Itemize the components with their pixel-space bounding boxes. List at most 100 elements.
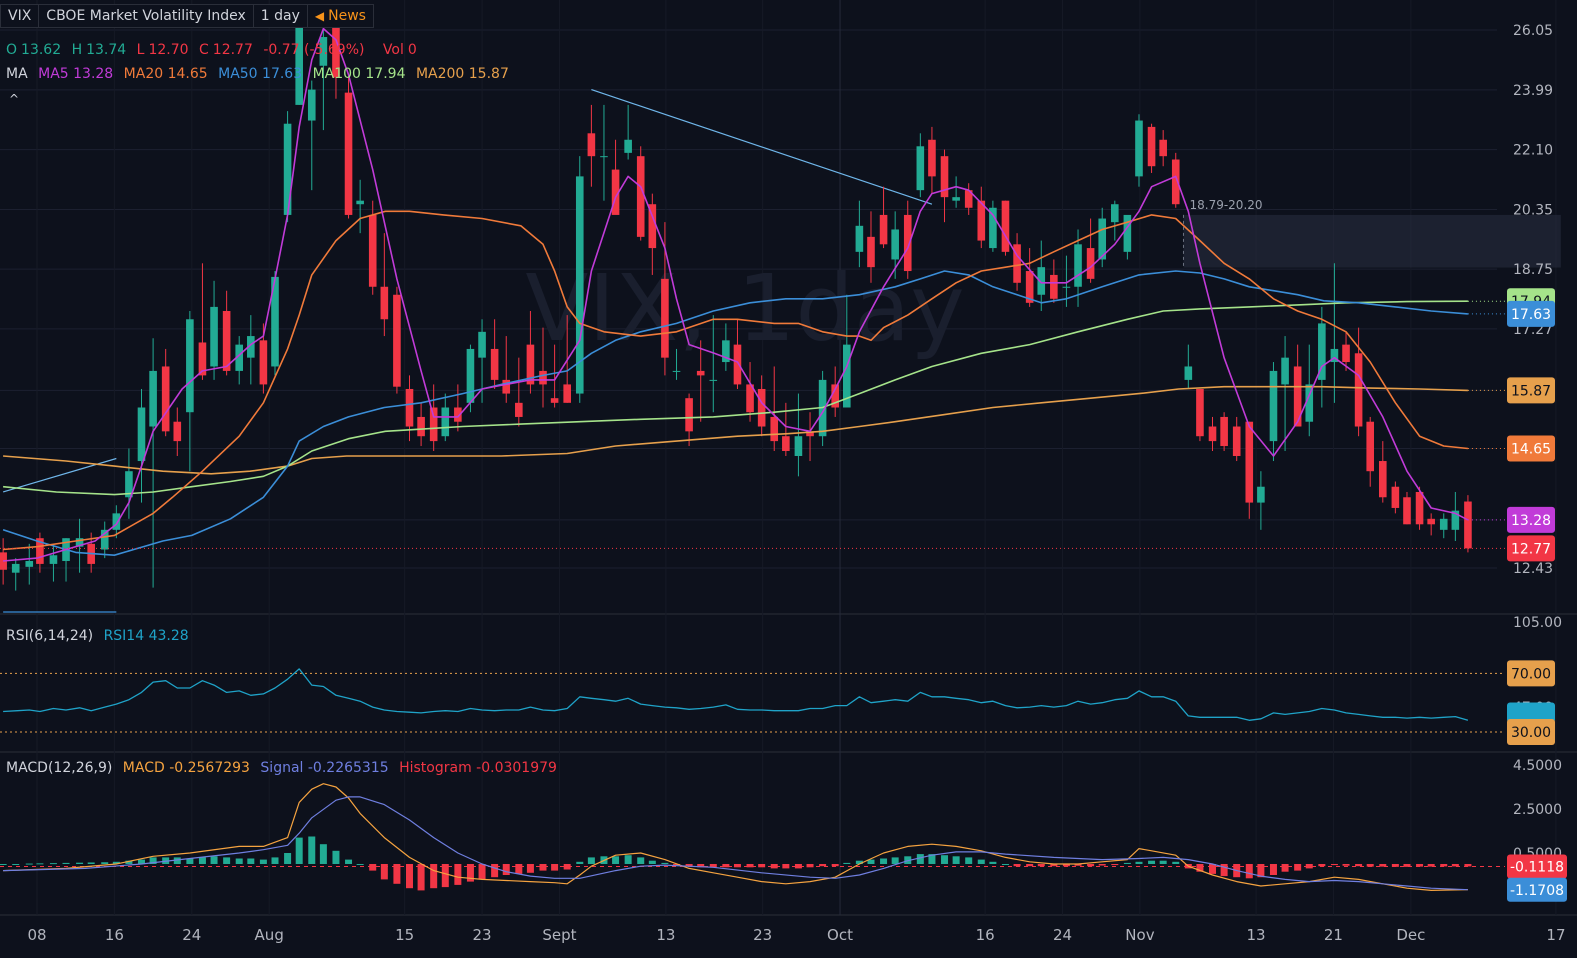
macd-histogram-bar bbox=[1451, 864, 1459, 867]
candle-body bbox=[1293, 366, 1302, 427]
candle-body bbox=[319, 37, 328, 66]
macd-histogram-bar bbox=[1416, 864, 1424, 867]
ma-legend[interactable]: MA MA5 13.28 MA20 14.65 MA50 17.63 MA100… bbox=[6, 66, 515, 82]
candle-body bbox=[283, 123, 292, 215]
candle-body bbox=[1074, 244, 1082, 287]
macd-histogram-bar bbox=[235, 858, 243, 864]
macd-histogram-bar bbox=[149, 857, 157, 864]
macd-histogram-bar bbox=[1037, 864, 1045, 867]
candle-body bbox=[1366, 421, 1375, 472]
macd-histogram-bar bbox=[1062, 864, 1070, 867]
time-axis-label: 15 bbox=[395, 926, 414, 944]
macd-histogram-bar bbox=[369, 864, 377, 871]
price-badge bbox=[1507, 435, 1555, 462]
time-axis-label: 21 bbox=[1324, 926, 1343, 944]
interval-selector[interactable]: 1 day bbox=[252, 4, 308, 28]
candle-body bbox=[1086, 248, 1095, 279]
candle-body bbox=[332, 23, 340, 78]
macd-histogram-bar bbox=[502, 864, 510, 875]
macd-histogram-bar bbox=[345, 859, 353, 864]
candle-body bbox=[429, 407, 438, 442]
price-axis-label: 12.43 bbox=[1513, 561, 1553, 577]
candle-body bbox=[782, 436, 790, 452]
price-badge-label: 17.63 bbox=[1511, 307, 1551, 323]
candle-body bbox=[49, 555, 58, 564]
ma5-line bbox=[3, 27, 1469, 562]
candle-body bbox=[928, 139, 936, 177]
macd-histogram-bar bbox=[0, 864, 7, 865]
candle-body bbox=[696, 370, 705, 376]
macd-histogram-bar bbox=[1196, 864, 1204, 872]
candle-body bbox=[1184, 366, 1193, 380]
macd-histogram-bar bbox=[1294, 864, 1302, 871]
macd-histogram-bar bbox=[1379, 864, 1387, 867]
megaphone-icon: ◀ bbox=[314, 9, 325, 23]
macd-histogram-bar bbox=[210, 856, 218, 864]
candle-body bbox=[75, 538, 84, 547]
candle-body bbox=[137, 407, 146, 462]
candle-body bbox=[600, 156, 608, 158]
candle-body bbox=[1257, 486, 1265, 503]
low-label: L bbox=[136, 42, 145, 58]
macd-histogram-bar bbox=[1098, 864, 1106, 866]
price-badge bbox=[1507, 535, 1555, 562]
macd-axis-label: 2.5000 bbox=[1513, 802, 1562, 818]
ma200-line bbox=[3, 385, 1468, 475]
macd-histogram-bar bbox=[198, 857, 206, 864]
candle-body bbox=[380, 286, 389, 320]
ma200-value: MA200 15.87 bbox=[415, 66, 509, 82]
candle-body bbox=[100, 529, 109, 550]
macd-legend[interactable]: MACD(12,26,9) MACD -0.2567293 Signal -0.… bbox=[6, 760, 563, 776]
price-range-label: 18.79-20.20 bbox=[1189, 198, 1262, 212]
candle-body bbox=[1391, 486, 1400, 508]
macd-histogram-bar bbox=[1257, 864, 1265, 878]
macd-histogram-bar bbox=[393, 864, 401, 884]
news-button[interactable]: ◀ News bbox=[306, 4, 374, 28]
collapse-chevron-icon[interactable]: ^ bbox=[9, 92, 20, 106]
time-axis-label: Oct bbox=[827, 926, 853, 944]
macd-histogram-bar bbox=[380, 864, 388, 880]
candle-body bbox=[1305, 384, 1314, 422]
macd-histogram-bar bbox=[173, 857, 181, 864]
rsi-legend[interactable]: RSI(6,14,24) RSI14 43.28 bbox=[6, 628, 195, 644]
candle-body bbox=[952, 197, 960, 201]
macd-histogram-bar bbox=[515, 864, 523, 874]
macd-histogram-bar bbox=[1281, 864, 1289, 872]
macd-histogram-bar bbox=[125, 860, 133, 864]
time-axis-label: 17 bbox=[1546, 926, 1565, 944]
ohlc-legend: O 13.62 H 13.74 L 12.70 C 12.77 -0.77 (-5.69… bbox=[6, 42, 423, 58]
histogram-value: Histogram -0.0301979 bbox=[399, 760, 557, 776]
candle-body bbox=[855, 225, 864, 252]
change-value: -0.77 (-5.69%) bbox=[263, 42, 365, 58]
macd-histogram-bar bbox=[1391, 864, 1399, 867]
macd-histogram-bar bbox=[1148, 860, 1156, 864]
macd-histogram-bar bbox=[332, 850, 340, 864]
candle-body bbox=[989, 207, 997, 249]
symbol-ticker[interactable]: VIX bbox=[0, 4, 40, 28]
candle-body bbox=[1378, 461, 1387, 498]
macd-histogram-bar bbox=[101, 862, 109, 864]
macd-histogram-bar bbox=[1159, 860, 1167, 864]
macd-histogram-bar bbox=[308, 836, 316, 864]
macd-histogram-bar bbox=[223, 857, 231, 864]
macd-histogram-bar bbox=[709, 864, 717, 868]
macd-histogram-bar bbox=[928, 854, 936, 864]
rsi-legend-title: RSI(6,14,24) bbox=[6, 628, 94, 644]
time-axis-label: Nov bbox=[1125, 926, 1154, 944]
macd-value: MACD -0.2567293 bbox=[122, 760, 250, 776]
time-axis-label: Aug bbox=[255, 926, 284, 944]
candle-body bbox=[746, 384, 754, 413]
candle-body bbox=[235, 344, 244, 371]
candle-body bbox=[1159, 139, 1167, 157]
candle-body bbox=[222, 310, 231, 371]
macd-histogram-bar bbox=[1342, 864, 1350, 866]
candle-body bbox=[502, 379, 511, 394]
low-value: 12.70 bbox=[148, 42, 189, 58]
macd-histogram-bar bbox=[247, 858, 255, 864]
time-axis-label: 24 bbox=[1053, 926, 1072, 944]
macd-histogram-bar bbox=[405, 864, 413, 889]
candle-body bbox=[210, 306, 218, 367]
symbol-description[interactable]: CBOE Market Volatility Index bbox=[38, 4, 254, 28]
price-axis-label: 20.35 bbox=[1513, 203, 1553, 219]
